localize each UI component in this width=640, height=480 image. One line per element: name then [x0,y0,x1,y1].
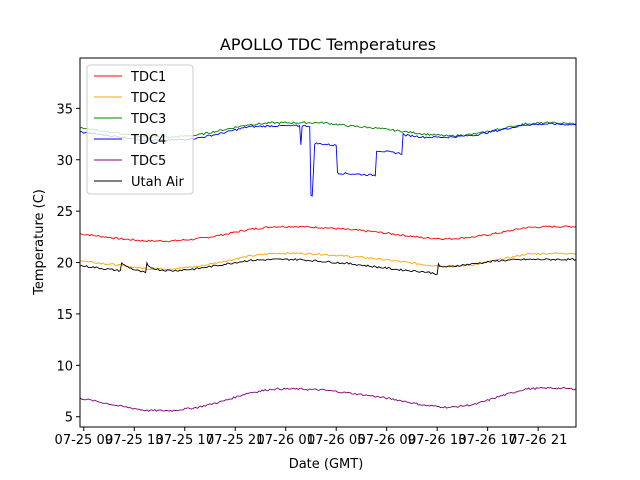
x-tick-label: 07-26 01 [256,433,314,448]
y-axis: 5 10 15 20 25 30 35 [56,102,80,426]
legend-label: TDC2 [130,91,166,106]
x-tick-label: 07-25 09 [55,433,113,448]
legend-label: Utah Air [131,175,184,190]
legend: TDC1 TDC2 TDC3 TDC4 TDC5 Utah Air [86,64,194,195]
x-tick-label: 07-26 21 [509,433,567,448]
x-tick-label: 07-25 21 [206,433,264,448]
y-tick-label: 25 [56,205,73,220]
x-axis-label: Date (GMT) [289,457,364,472]
x-tick-label: 07-25 17 [156,433,214,448]
legend-label: TDC5 [130,154,166,169]
y-tick-label: 35 [56,102,73,117]
x-tick-label: 07-26 09 [357,433,415,448]
legend-label: TDC4 [130,133,166,148]
y-tick-label: 30 [56,154,73,169]
x-tick-label: 07-26 05 [307,433,365,448]
y-tick-label: 20 [56,257,73,272]
chart-title: APOLLO TDC Temperatures [220,35,436,54]
x-tick-label: 07-26 17 [458,433,516,448]
x-tick-label: 07-25 13 [105,433,163,448]
y-axis-label: Temperature (C) [32,189,47,296]
series-line-tdc5 [80,386,576,412]
legend-label: TDC1 [130,70,166,85]
y-tick-label: 5 [65,411,73,426]
plot-frame [79,57,577,428]
legend-label: TDC3 [130,112,166,127]
series-line-tdc1 [80,225,576,243]
x-tick-label: 07-26 13 [408,433,466,448]
y-tick-label: 10 [56,359,73,374]
y-tick-label: 15 [56,308,73,323]
series-line-utah-air [80,258,576,275]
